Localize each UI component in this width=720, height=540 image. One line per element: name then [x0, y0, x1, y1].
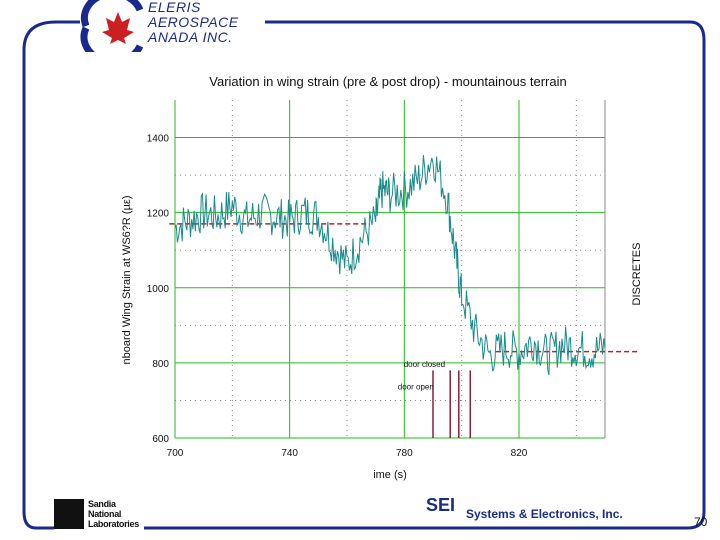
y-tick-label: 1400 — [147, 134, 170, 145]
strain-series-line — [174, 155, 606, 376]
sei-footer: SEI Systems & Electronics, Inc. — [420, 495, 666, 525]
y-tick-label: 1000 — [147, 284, 170, 295]
sandia-line-2: National — [88, 509, 122, 519]
annotation-label: door closed — [404, 360, 445, 369]
chart-title: Variation in wing strain (pre & post dro… — [209, 74, 566, 89]
sandia-thunderbird-icon — [54, 499, 84, 529]
reference-lines — [169, 223, 640, 353]
sandia-logo: Sandia National Laboratories — [54, 497, 144, 533]
x-tick-label: 780 — [396, 448, 413, 459]
x-tick-label: 740 — [281, 448, 298, 459]
y-tick-label: 800 — [152, 359, 169, 370]
x-tick-label: 700 — [167, 448, 184, 459]
sei-mark: SEI — [426, 495, 456, 515]
frame-border — [22, 20, 706, 530]
logo-line-1: ELERIS — [148, 0, 201, 15]
grid-lines — [174, 100, 606, 439]
discrete-markers — [432, 370, 472, 438]
y2-axis-label: DISCRETES — [631, 243, 643, 306]
y-tick-label: 1200 — [147, 209, 170, 220]
sandia-line-3: Laboratories — [88, 519, 139, 529]
y-tick-label: 600 — [152, 434, 169, 445]
annotations: door closed door open — [398, 360, 445, 392]
y-tick-labels: 600 800 1000 1200 1400 — [147, 134, 170, 445]
logo-line-2: AEROSPACE — [148, 14, 239, 30]
annotation-label: door open — [398, 382, 434, 391]
x-tick-labels: 700 740 780 820 — [167, 448, 528, 459]
x-tick-label: 820 — [511, 448, 528, 459]
page-number: 70 — [694, 515, 708, 529]
sandia-line-1: Sandia — [88, 499, 116, 509]
y-axis-label: nboard Wing Strain at WS6?R (µε) — [121, 196, 133, 365]
x-axis-label: ime (s) — [373, 469, 407, 481]
company-name: Systems & Electronics, Inc. — [466, 507, 623, 521]
series-group — [174, 155, 606, 376]
logo-line-3: ANADA INC. — [148, 29, 233, 45]
